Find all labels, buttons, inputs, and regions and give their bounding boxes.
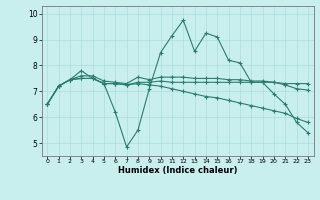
X-axis label: Humidex (Indice chaleur): Humidex (Indice chaleur) <box>118 166 237 175</box>
